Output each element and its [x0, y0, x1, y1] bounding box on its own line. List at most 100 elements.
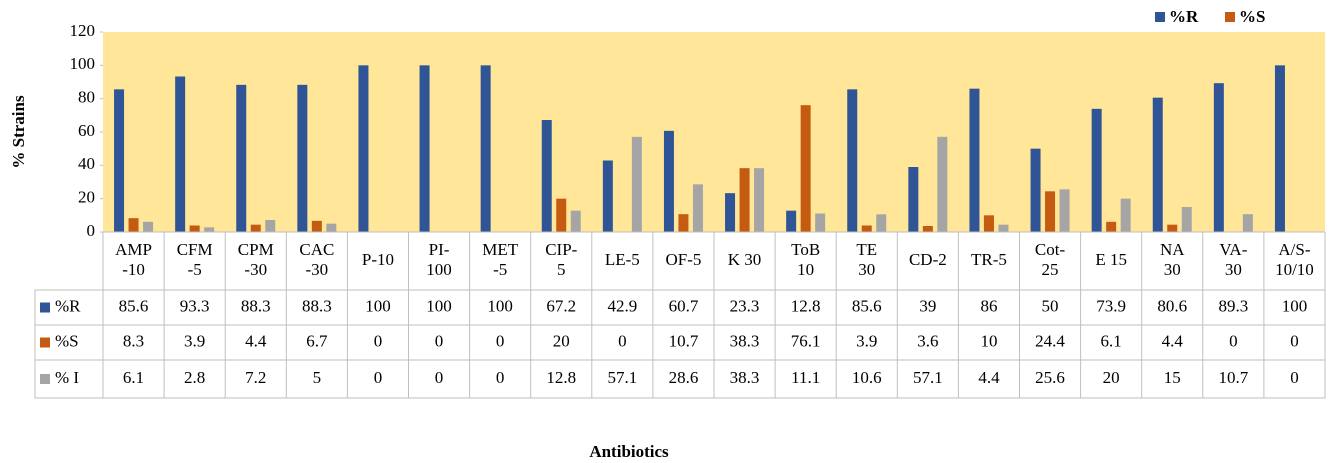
table-value: 12.8 — [546, 368, 576, 387]
bar — [541, 120, 552, 232]
plot-area — [103, 32, 1325, 232]
table-value: 39 — [919, 296, 936, 315]
legend-swatch — [40, 374, 50, 384]
bar — [189, 225, 200, 232]
x-tick-label: AMP -10 — [115, 240, 152, 279]
table-value: 10 — [980, 331, 997, 350]
table-value: 0 — [1229, 331, 1238, 350]
table-value: 10.7 — [1218, 368, 1248, 387]
bar — [250, 224, 261, 232]
bar — [143, 221, 154, 232]
bar — [983, 215, 994, 232]
table-value: 42.9 — [607, 296, 637, 315]
x-tick-label: LE-5 — [605, 250, 640, 269]
table-value: 57.1 — [607, 368, 637, 387]
x-tick-label: E 15 — [1095, 250, 1127, 269]
bar — [1045, 191, 1056, 232]
bar — [1213, 83, 1224, 233]
bar — [815, 213, 826, 232]
table-value: 60.7 — [669, 296, 699, 315]
y-tick-label: 100 — [70, 54, 96, 73]
bar — [922, 226, 933, 232]
bar — [631, 136, 642, 232]
bar — [265, 220, 276, 232]
bar — [1181, 207, 1192, 232]
bar — [1152, 97, 1163, 233]
table-value: 89.3 — [1218, 296, 1248, 315]
y-tick-label: 120 — [70, 21, 96, 40]
table-value: 15 — [1164, 368, 1181, 387]
bar — [1059, 189, 1070, 232]
table-value: 100 — [487, 296, 513, 315]
table-value: 3.9 — [184, 331, 205, 350]
bar — [204, 227, 215, 232]
x-tick-label: CPM -30 — [238, 240, 274, 279]
bar — [692, 184, 703, 232]
bar — [114, 89, 125, 232]
x-tick-label: VA-30 — [1219, 240, 1247, 279]
table-value: 0 — [1290, 331, 1299, 350]
x-tick-label: CAC -30 — [299, 240, 334, 279]
bar — [876, 214, 887, 232]
bar — [602, 160, 613, 232]
bar — [1106, 221, 1117, 232]
table-value: 85.6 — [119, 296, 149, 315]
bar — [1030, 148, 1041, 232]
bar — [908, 167, 919, 232]
table-value: 23.3 — [730, 296, 760, 315]
bar — [937, 136, 948, 232]
legend-swatch — [1155, 12, 1165, 22]
table-row-label: %S — [55, 331, 79, 350]
bar — [419, 65, 430, 232]
bar — [800, 105, 811, 232]
legend-swatch — [1225, 12, 1235, 22]
table-value: 5 — [313, 368, 322, 387]
table-value: 67.2 — [546, 296, 576, 315]
bar — [326, 223, 337, 232]
table-value: 76.1 — [791, 331, 821, 350]
bar — [754, 168, 765, 232]
table-value: 20 — [1103, 368, 1120, 387]
x-tick-label: P-10 — [362, 250, 394, 269]
x-tick-label: MET -5 — [482, 240, 519, 279]
legend-label: %R — [1169, 7, 1199, 26]
table-value: 0 — [496, 368, 505, 387]
y-axis-title: % Strains — [9, 95, 28, 169]
table-value: 2.8 — [184, 368, 205, 387]
bar — [358, 65, 369, 232]
bar — [1091, 108, 1102, 232]
bar — [128, 218, 139, 232]
table-value: 0 — [374, 331, 383, 350]
table-value: 28.6 — [669, 368, 699, 387]
table-value: 73.9 — [1096, 296, 1126, 315]
bar — [861, 225, 872, 232]
table-value: 25.6 — [1035, 368, 1065, 387]
x-tick-label: CD-2 — [909, 250, 947, 269]
bar — [556, 198, 567, 232]
table-value: 12.8 — [791, 296, 821, 315]
table-value: 4.4 — [978, 368, 1000, 387]
bar — [1120, 198, 1131, 232]
legend-swatch — [40, 302, 50, 313]
table-value: 100 — [365, 296, 391, 315]
table-value: 0 — [496, 331, 505, 350]
table-value: 50 — [1042, 296, 1059, 315]
bar — [236, 84, 247, 232]
table-value: 0 — [374, 368, 383, 387]
table-value: 38.3 — [730, 368, 760, 387]
table-value: 80.6 — [1157, 296, 1187, 315]
table-row-label: % I — [55, 368, 79, 387]
table-value: 85.6 — [852, 296, 882, 315]
table-value: 6.1 — [1101, 331, 1122, 350]
x-tick-label: TR-5 — [971, 250, 1007, 269]
x-tick-label: CIP-5 — [545, 240, 577, 279]
legend-label: %S — [1239, 7, 1265, 26]
table-value: 24.4 — [1035, 331, 1065, 350]
x-tick-label: TE 30 — [856, 240, 877, 279]
y-tick-label: 40 — [78, 154, 95, 173]
x-tick-label: A/S-10/10 — [1275, 240, 1314, 279]
y-tick-label: 60 — [78, 121, 95, 140]
table-value: 20 — [553, 331, 570, 350]
bar — [1242, 214, 1253, 232]
